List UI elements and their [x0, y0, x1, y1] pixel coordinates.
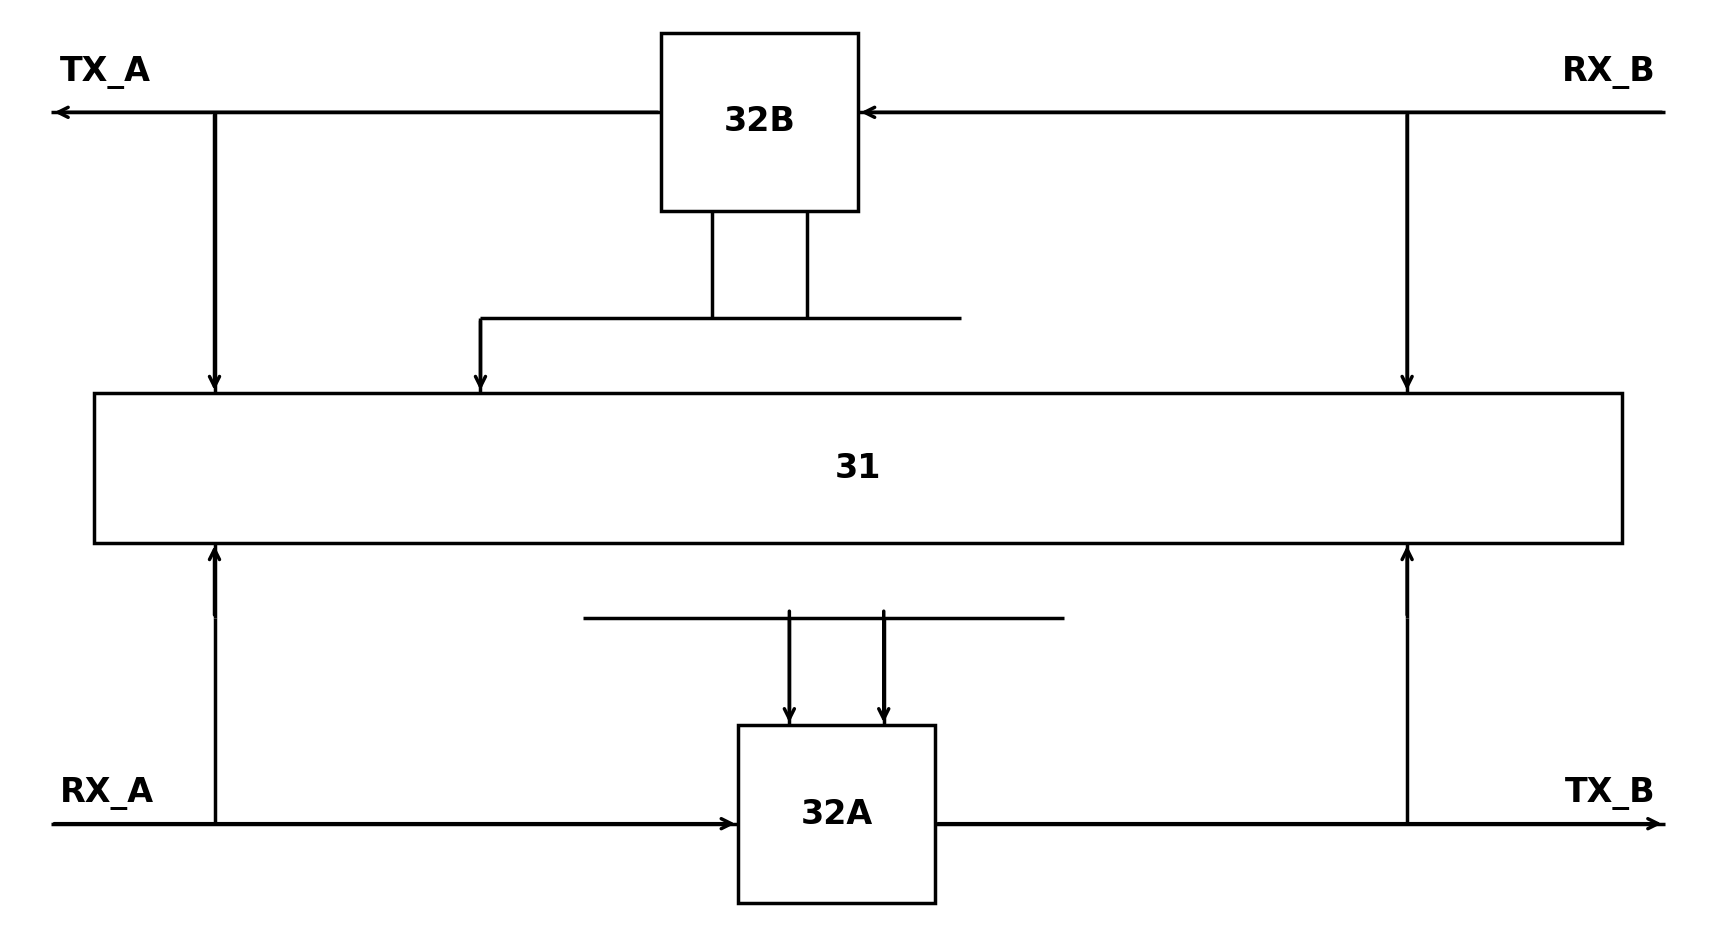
- Text: 32B: 32B: [724, 105, 795, 139]
- Bar: [661, 33, 858, 211]
- Text: TX_B: TX_B: [1565, 777, 1656, 810]
- Text: RX_B: RX_B: [1562, 56, 1656, 89]
- Text: 31: 31: [834, 451, 882, 485]
- Text: RX_A: RX_A: [60, 777, 154, 810]
- Bar: [94, 393, 1622, 543]
- Text: 32A: 32A: [800, 797, 873, 831]
- Bar: [738, 725, 935, 903]
- Text: TX_A: TX_A: [60, 56, 151, 89]
